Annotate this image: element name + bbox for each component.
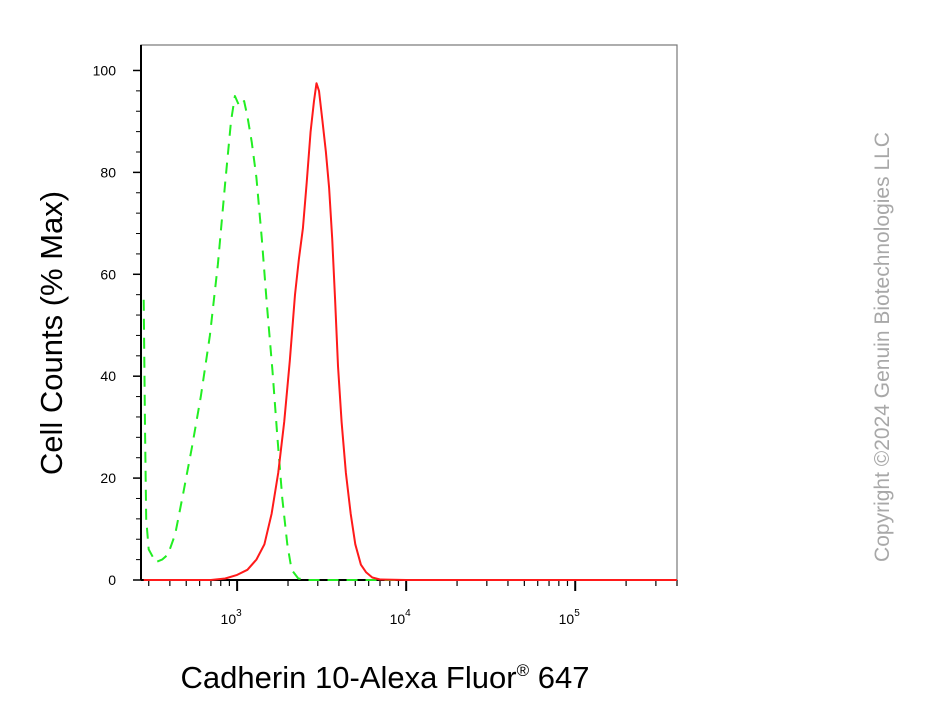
x-axis-title: Cadherin 10-Alexa Fluor® 647 — [181, 660, 590, 695]
x-tick-label: 104 — [390, 608, 412, 627]
y-tick-label: 100 — [93, 62, 117, 78]
y-axis-title: Cell Counts (% Max) — [34, 191, 69, 475]
y-tick-label: 80 — [100, 164, 116, 180]
plot-frame — [140, 44, 678, 581]
series-line-2-solid — [143, 82, 677, 581]
x-tick-label: 103 — [221, 608, 243, 627]
y-tick-label: 0 — [108, 572, 116, 588]
series-layer — [142, 82, 677, 581]
copyright-watermark: Copyright ©2024 Genuin Biotechnologies L… — [871, 132, 894, 562]
series-line-1-dashed — [142, 95, 677, 581]
y-axis-ticks: 0 20 40 60 80 100 — [93, 62, 141, 588]
x-axis-ticks: 103 104 105 — [148, 580, 678, 627]
x-tick-label: 105 — [559, 608, 581, 627]
y-tick-label: 40 — [100, 368, 116, 384]
x-axis-title-registered: ® — [517, 661, 530, 680]
x-axis-title-main: Cadherin 10-Alexa Fluor — [181, 660, 517, 695]
y-tick-label: 60 — [100, 266, 116, 282]
y-tick-label: 20 — [100, 470, 116, 486]
x-axis-title-tail: 647 — [529, 660, 589, 695]
